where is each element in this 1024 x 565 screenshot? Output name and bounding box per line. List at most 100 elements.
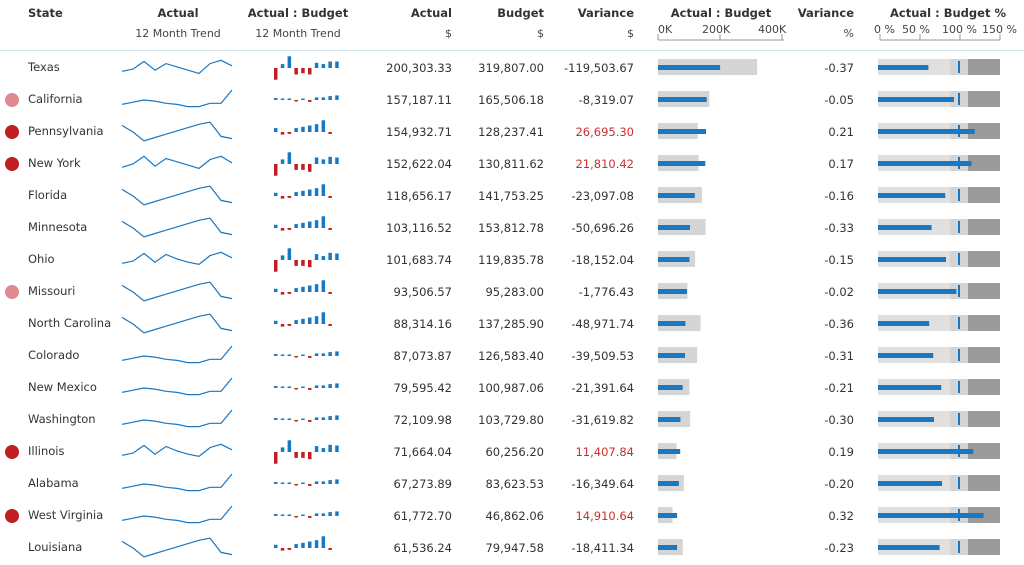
trend-line bbox=[121, 217, 233, 238]
trend-bar bbox=[301, 126, 305, 132]
trend-bar bbox=[294, 516, 298, 518]
actual-bar bbox=[658, 417, 681, 422]
trend-bar bbox=[321, 353, 326, 356]
actual-bar bbox=[658, 353, 685, 358]
ab-pct-bullet bbox=[878, 283, 1000, 299]
table-row[interactable]: Ohio 101,683.74 119,835.78 -18,152.04 -0.15 bbox=[0, 244, 1024, 276]
trend-bar bbox=[314, 188, 319, 196]
trend-bar bbox=[321, 448, 326, 452]
table-row[interactable]: Missouri 93,506.57 95,283.00 -1,776.43 -0.02 bbox=[0, 276, 1024, 308]
header-ab-pct[interactable]: Actual : Budget % bbox=[890, 6, 1006, 20]
variance-value: -21,391.64 bbox=[571, 381, 634, 395]
budget-value: 128,237.41 bbox=[478, 125, 544, 139]
status-dot bbox=[5, 93, 19, 107]
table-row[interactable]: Louisiana 61,536.24 79,947.58 -18,411.34 -0.… bbox=[0, 532, 1024, 564]
table-row[interactable]: New York 152,622.04 130,811.62 21,810.42 0.1… bbox=[0, 148, 1024, 180]
table-row[interactable]: Florida 118,656.17 141,753.25 -23,097.08 -0.… bbox=[0, 180, 1024, 212]
trend-bar bbox=[280, 418, 285, 420]
state-name: Alabama bbox=[28, 476, 79, 490]
trend-bar bbox=[314, 353, 319, 356]
trend-bar bbox=[321, 481, 326, 484]
trend-bar bbox=[280, 548, 285, 551]
pct-actual-bar bbox=[878, 129, 975, 134]
state-name: Louisiana bbox=[28, 540, 83, 554]
trend-line bbox=[121, 89, 233, 108]
trend-bar bbox=[274, 68, 278, 80]
ab-pct-bullet bbox=[878, 251, 1000, 267]
trend-bar bbox=[294, 224, 298, 228]
header-actual-trend[interactable]: Actual bbox=[157, 6, 199, 20]
header-variance-pct[interactable]: Variance bbox=[797, 6, 854, 20]
header-budget[interactable]: Budget bbox=[497, 6, 544, 20]
actual-value: 72,109.98 bbox=[393, 413, 452, 427]
pct-actual-bar bbox=[878, 353, 934, 358]
header-ab-bar[interactable]: Actual : Budget bbox=[670, 6, 772, 20]
trend-bar bbox=[328, 416, 332, 420]
ab-bullet bbox=[658, 155, 706, 171]
ab-axis-tick-label: 0K bbox=[658, 23, 673, 36]
actual-trend-sparkline bbox=[121, 251, 233, 266]
table-row[interactable]: New Mexico 79,595.42 100,987.06 -21,391.64 -… bbox=[0, 372, 1024, 404]
ab-trend-bars bbox=[274, 216, 332, 231]
trend-line bbox=[121, 313, 233, 334]
table-row[interactable]: Texas 200,303.33 319,807.00 -119,503.67 -0.3… bbox=[0, 52, 1024, 84]
trend-bar bbox=[287, 98, 292, 100]
actual-bar bbox=[658, 289, 687, 294]
variance-pct-value: -0.30 bbox=[824, 413, 854, 427]
header-actual[interactable]: Actual bbox=[410, 6, 452, 20]
trend-bar bbox=[274, 288, 278, 293]
ab-bullet bbox=[658, 91, 710, 107]
trend-bar bbox=[280, 482, 285, 484]
ab-bullet bbox=[658, 123, 706, 139]
trend-bar bbox=[294, 68, 298, 75]
trend-bar bbox=[274, 224, 278, 229]
trend-bar bbox=[280, 196, 285, 199]
table-row[interactable]: Pennsylvania 154,932.71 128,237.41 26,695.3… bbox=[0, 116, 1024, 148]
ab-trend-bars bbox=[274, 95, 339, 102]
header-variance[interactable]: Variance bbox=[577, 6, 634, 20]
header-ab-trend[interactable]: Actual : Budget bbox=[247, 6, 349, 20]
pct-axis-tick-label: 0 % bbox=[874, 23, 895, 36]
variance-pct-value: -0.37 bbox=[824, 61, 854, 75]
variance-value: -18,152.04 bbox=[571, 253, 634, 267]
state-name: Florida bbox=[28, 188, 68, 202]
trend-bar bbox=[335, 479, 339, 484]
table-row[interactable]: California 157,187.11 165,506.18 -8,319.07 -… bbox=[0, 84, 1024, 116]
pct-target-marker bbox=[958, 189, 960, 201]
trend-bar bbox=[328, 384, 332, 388]
trend-bar bbox=[287, 324, 292, 326]
state-name: New Mexico bbox=[28, 380, 97, 394]
actual-bar bbox=[658, 97, 707, 102]
table-row[interactable]: West Virginia 61,772.70 46,862.06 14,910.64… bbox=[0, 500, 1024, 532]
variance-pct-value: -0.31 bbox=[824, 349, 854, 363]
trend-bar bbox=[294, 544, 298, 548]
table-row[interactable]: Washington 72,109.98 103,729.80 -31,619.82 -… bbox=[0, 404, 1024, 436]
header-state[interactable]: State bbox=[28, 6, 63, 20]
table-row[interactable]: North Carolina 88,314.16 137,285.90 -48,971… bbox=[0, 308, 1024, 340]
variance-pct-value: -0.15 bbox=[824, 253, 854, 267]
ab-pct-bullet bbox=[878, 379, 1000, 395]
table-row[interactable]: Illinois 71,664.04 60,256.20 11,407.84 0.19 bbox=[0, 436, 1024, 468]
trend-bar bbox=[328, 324, 332, 326]
trend-line bbox=[121, 443, 233, 458]
ab-trend-bars bbox=[274, 351, 339, 358]
trend-bar bbox=[294, 320, 298, 324]
ab-axis-tick-label: 200K bbox=[702, 23, 731, 36]
trend-bar bbox=[294, 452, 298, 458]
ab-pct-bullet bbox=[878, 187, 1000, 203]
trend-bar bbox=[294, 288, 298, 292]
state-name: West Virginia bbox=[28, 508, 104, 522]
budget-value: 141,753.25 bbox=[478, 189, 544, 203]
variance-pct-value: 0.21 bbox=[828, 125, 854, 139]
table-row[interactable]: Alabama 67,273.89 83,623.53 -16,349.64 -0.20 bbox=[0, 468, 1024, 500]
state-name: Colorado bbox=[28, 348, 80, 362]
table-row[interactable]: Colorado 87,073.87 126,583.40 -39,509.53 -0.… bbox=[0, 340, 1024, 372]
variance-pct-value: 0.19 bbox=[828, 445, 854, 459]
trend-bar bbox=[328, 480, 332, 484]
table-row[interactable]: Minnesota 103,116.52 153,812.78 -50,696.26 -… bbox=[0, 212, 1024, 244]
pct-band-high bbox=[968, 475, 1000, 491]
ab-trend-bars bbox=[274, 120, 332, 135]
state-name: Illinois bbox=[28, 444, 65, 458]
ab-trend-bars bbox=[274, 536, 332, 551]
pct-target-marker bbox=[958, 221, 960, 233]
